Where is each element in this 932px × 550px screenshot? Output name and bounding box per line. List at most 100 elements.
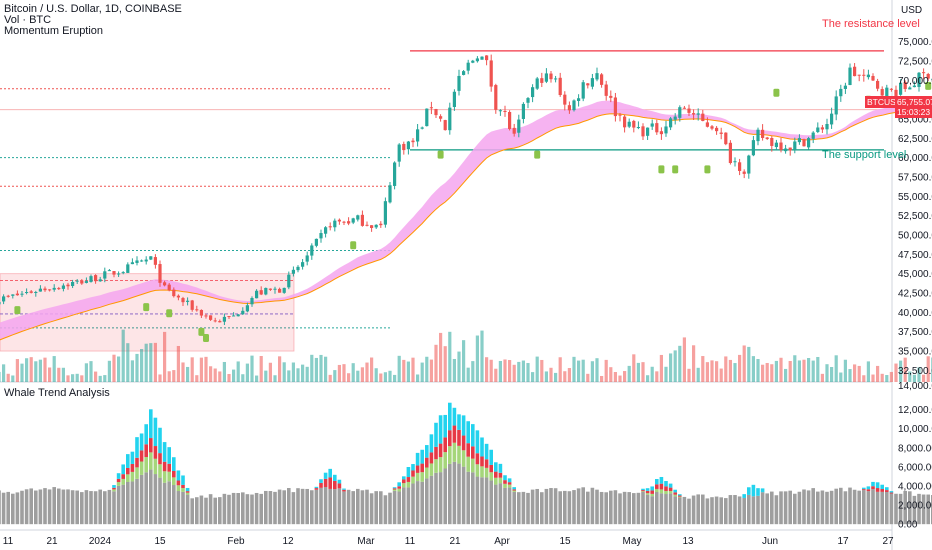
whale-bar-base: [66, 489, 70, 525]
volume-bar: [34, 361, 38, 382]
volume-bar: [199, 357, 203, 382]
whale-bar-red: [498, 472, 503, 478]
candle-body: [121, 272, 125, 274]
volume-bar: [282, 362, 286, 382]
whale-bar-base: [852, 489, 857, 525]
whale-bar-base: [268, 491, 273, 525]
whale-bar-red: [466, 443, 470, 457]
whale-bar-base: [300, 488, 305, 525]
whale-bar-base: [47, 489, 52, 525]
candle-body: [531, 87, 535, 98]
whale-bar-base: [802, 489, 806, 525]
candle-body: [508, 112, 512, 129]
whale-bar-base: [43, 488, 47, 525]
whale-bar-base: [34, 490, 38, 525]
whale-bar-green: [392, 489, 397, 491]
whale-bar-base: [149, 469, 153, 525]
candle-body: [80, 280, 84, 284]
volume-bar: [383, 372, 387, 382]
whale-bar-red: [158, 453, 162, 465]
time-tick-label: 13: [682, 536, 694, 547]
volume-bar: [682, 337, 686, 382]
volume-bar: [807, 358, 811, 382]
whale-bar-cyan: [429, 434, 434, 453]
volume-bar: [563, 371, 567, 382]
volume-bar: [480, 330, 484, 382]
volume-bar: [811, 360, 815, 382]
candle-body: [876, 80, 880, 89]
candle-body: [834, 96, 838, 115]
whale-bar-green: [512, 490, 516, 492]
whale-bar-base: [632, 493, 636, 525]
whale-bar-base: [517, 492, 521, 525]
whale-bar-red: [319, 482, 323, 488]
volume-bar: [89, 361, 93, 382]
resistance-annotation: The resistance level: [822, 18, 920, 30]
whale-bar-cyan: [116, 473, 121, 479]
volume-bar: [25, 358, 29, 382]
whale-bar-base: [429, 475, 434, 525]
whale-bar-base: [172, 485, 176, 525]
volume-bar: [222, 361, 226, 382]
volume-bar: [738, 354, 742, 382]
whale-bar-base: [498, 483, 503, 525]
candle-body: [627, 121, 631, 127]
volume-bar: [296, 368, 300, 382]
candle-body: [816, 127, 820, 133]
candle-body: [563, 94, 567, 105]
volume-bar: [600, 375, 604, 382]
whale-bar-cyan: [862, 487, 866, 490]
candle-body: [595, 73, 599, 80]
candle-body: [94, 275, 98, 282]
whale-bar-green: [494, 477, 498, 485]
candle-body: [843, 85, 847, 89]
signal-marker: [773, 88, 780, 97]
whale-bar-base: [135, 478, 139, 525]
candle-body: [250, 298, 254, 305]
whale-bar-base: [121, 484, 125, 525]
candle-body: [425, 108, 429, 127]
whale-bar-red: [471, 446, 475, 459]
candle-body: [485, 55, 489, 61]
candle-body: [908, 87, 912, 90]
whale-bar-base: [29, 488, 33, 525]
candle-body: [370, 225, 374, 228]
whale-bar-base: [558, 491, 562, 525]
candle-body: [830, 113, 834, 125]
volume-bar: [715, 361, 719, 382]
whale-bar-base: [521, 491, 526, 525]
whale-bar-cyan: [457, 414, 461, 430]
volume-bar: [623, 371, 627, 382]
volume-bar: [669, 353, 673, 382]
candle-body: [471, 60, 475, 63]
whale-bar-green: [480, 466, 484, 478]
candle-body: [393, 162, 397, 186]
volume-bar: [448, 331, 452, 382]
candle-body: [66, 284, 70, 287]
whale-bar-base: [75, 490, 79, 525]
whale-bar-base: [917, 493, 921, 525]
whale-bar-base: [167, 481, 171, 525]
candle-body: [360, 214, 364, 226]
whale-bar-base: [457, 463, 461, 525]
whale-bar-cyan: [337, 479, 342, 484]
whale-bar-base: [250, 494, 254, 525]
whale-bar-green: [471, 458, 475, 473]
whale-bar-cyan: [512, 487, 516, 490]
candle-body: [646, 127, 650, 136]
whale-bar-red: [475, 453, 480, 465]
whale-bar-base: [553, 488, 558, 525]
whale-bar-base: [489, 480, 493, 525]
price-tick-label: 57,500.00: [898, 172, 932, 183]
whale-bar-red: [880, 489, 884, 492]
whale-bar-base: [204, 497, 208, 525]
candle-body: [278, 288, 282, 293]
volume-bar: [816, 356, 820, 382]
volume-bar: [636, 362, 640, 382]
whale-bar-cyan: [397, 482, 401, 487]
whale-bar-base: [406, 487, 411, 525]
whale-bar-base: [595, 489, 599, 525]
whale-bar-red: [443, 437, 447, 453]
whale-bar-base: [655, 492, 659, 525]
